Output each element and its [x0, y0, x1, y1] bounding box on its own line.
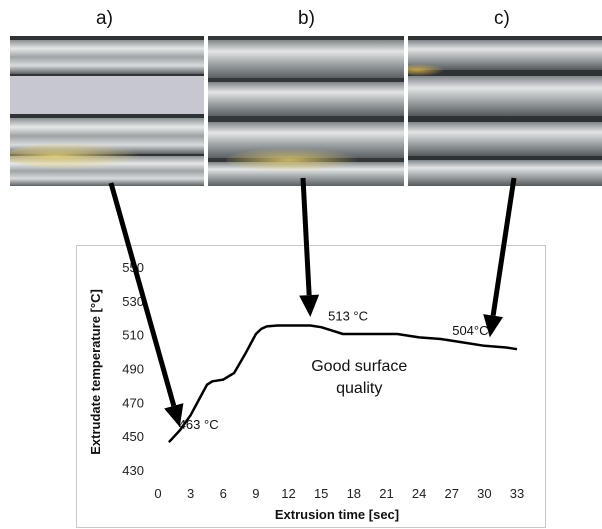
x-tick-label: 24	[412, 486, 426, 501]
x-tick-label: 33	[510, 486, 524, 501]
arrow-head	[164, 403, 184, 428]
x-tick-label: 3	[187, 486, 194, 501]
x-tick-label: 15	[314, 486, 328, 501]
y-axis-title: Extrudate temperature [°C]	[88, 289, 103, 455]
arrow-head	[299, 294, 320, 318]
annotation-label: 463 °C	[179, 417, 219, 432]
y-tick-label: 490	[122, 362, 144, 377]
arrow-shaft	[300, 177, 312, 296]
annotation-note: quality	[336, 380, 382, 397]
x-tick-label: 30	[477, 486, 491, 501]
x-tick-label: 0	[154, 486, 161, 501]
annotation-note: Good surface	[311, 358, 407, 375]
panel-label-c: c)	[494, 8, 510, 29]
temperature-curve	[167, 324, 518, 444]
photo-b	[208, 36, 404, 186]
x-tick-label: 12	[281, 486, 295, 501]
y-tick-label: 430	[122, 463, 144, 478]
x-tick-label: 9	[252, 486, 259, 501]
annotation-label: 513 °C	[328, 309, 368, 324]
arrow-shaft	[108, 182, 177, 407]
photo-a	[10, 36, 204, 186]
y-tick-label: 450	[122, 429, 144, 444]
x-tick-label: 6	[220, 486, 227, 501]
panel-label-a: a)	[96, 8, 113, 29]
x-tick-label: 21	[379, 486, 393, 501]
panel-label-b: b)	[298, 8, 315, 29]
photo-c	[408, 36, 602, 186]
arrow-shaft	[490, 177, 517, 316]
y-tick-label: 470	[122, 395, 144, 410]
x-tick-label: 18	[347, 486, 361, 501]
y-tick-label: 510	[122, 328, 144, 343]
y-tick-label: 530	[122, 294, 144, 309]
arrow-head	[483, 314, 503, 338]
x-axis-title: Extrusion time [sec]	[275, 507, 399, 522]
x-tick-label: 27	[444, 486, 458, 501]
annotation-label: 504°C	[452, 323, 488, 338]
